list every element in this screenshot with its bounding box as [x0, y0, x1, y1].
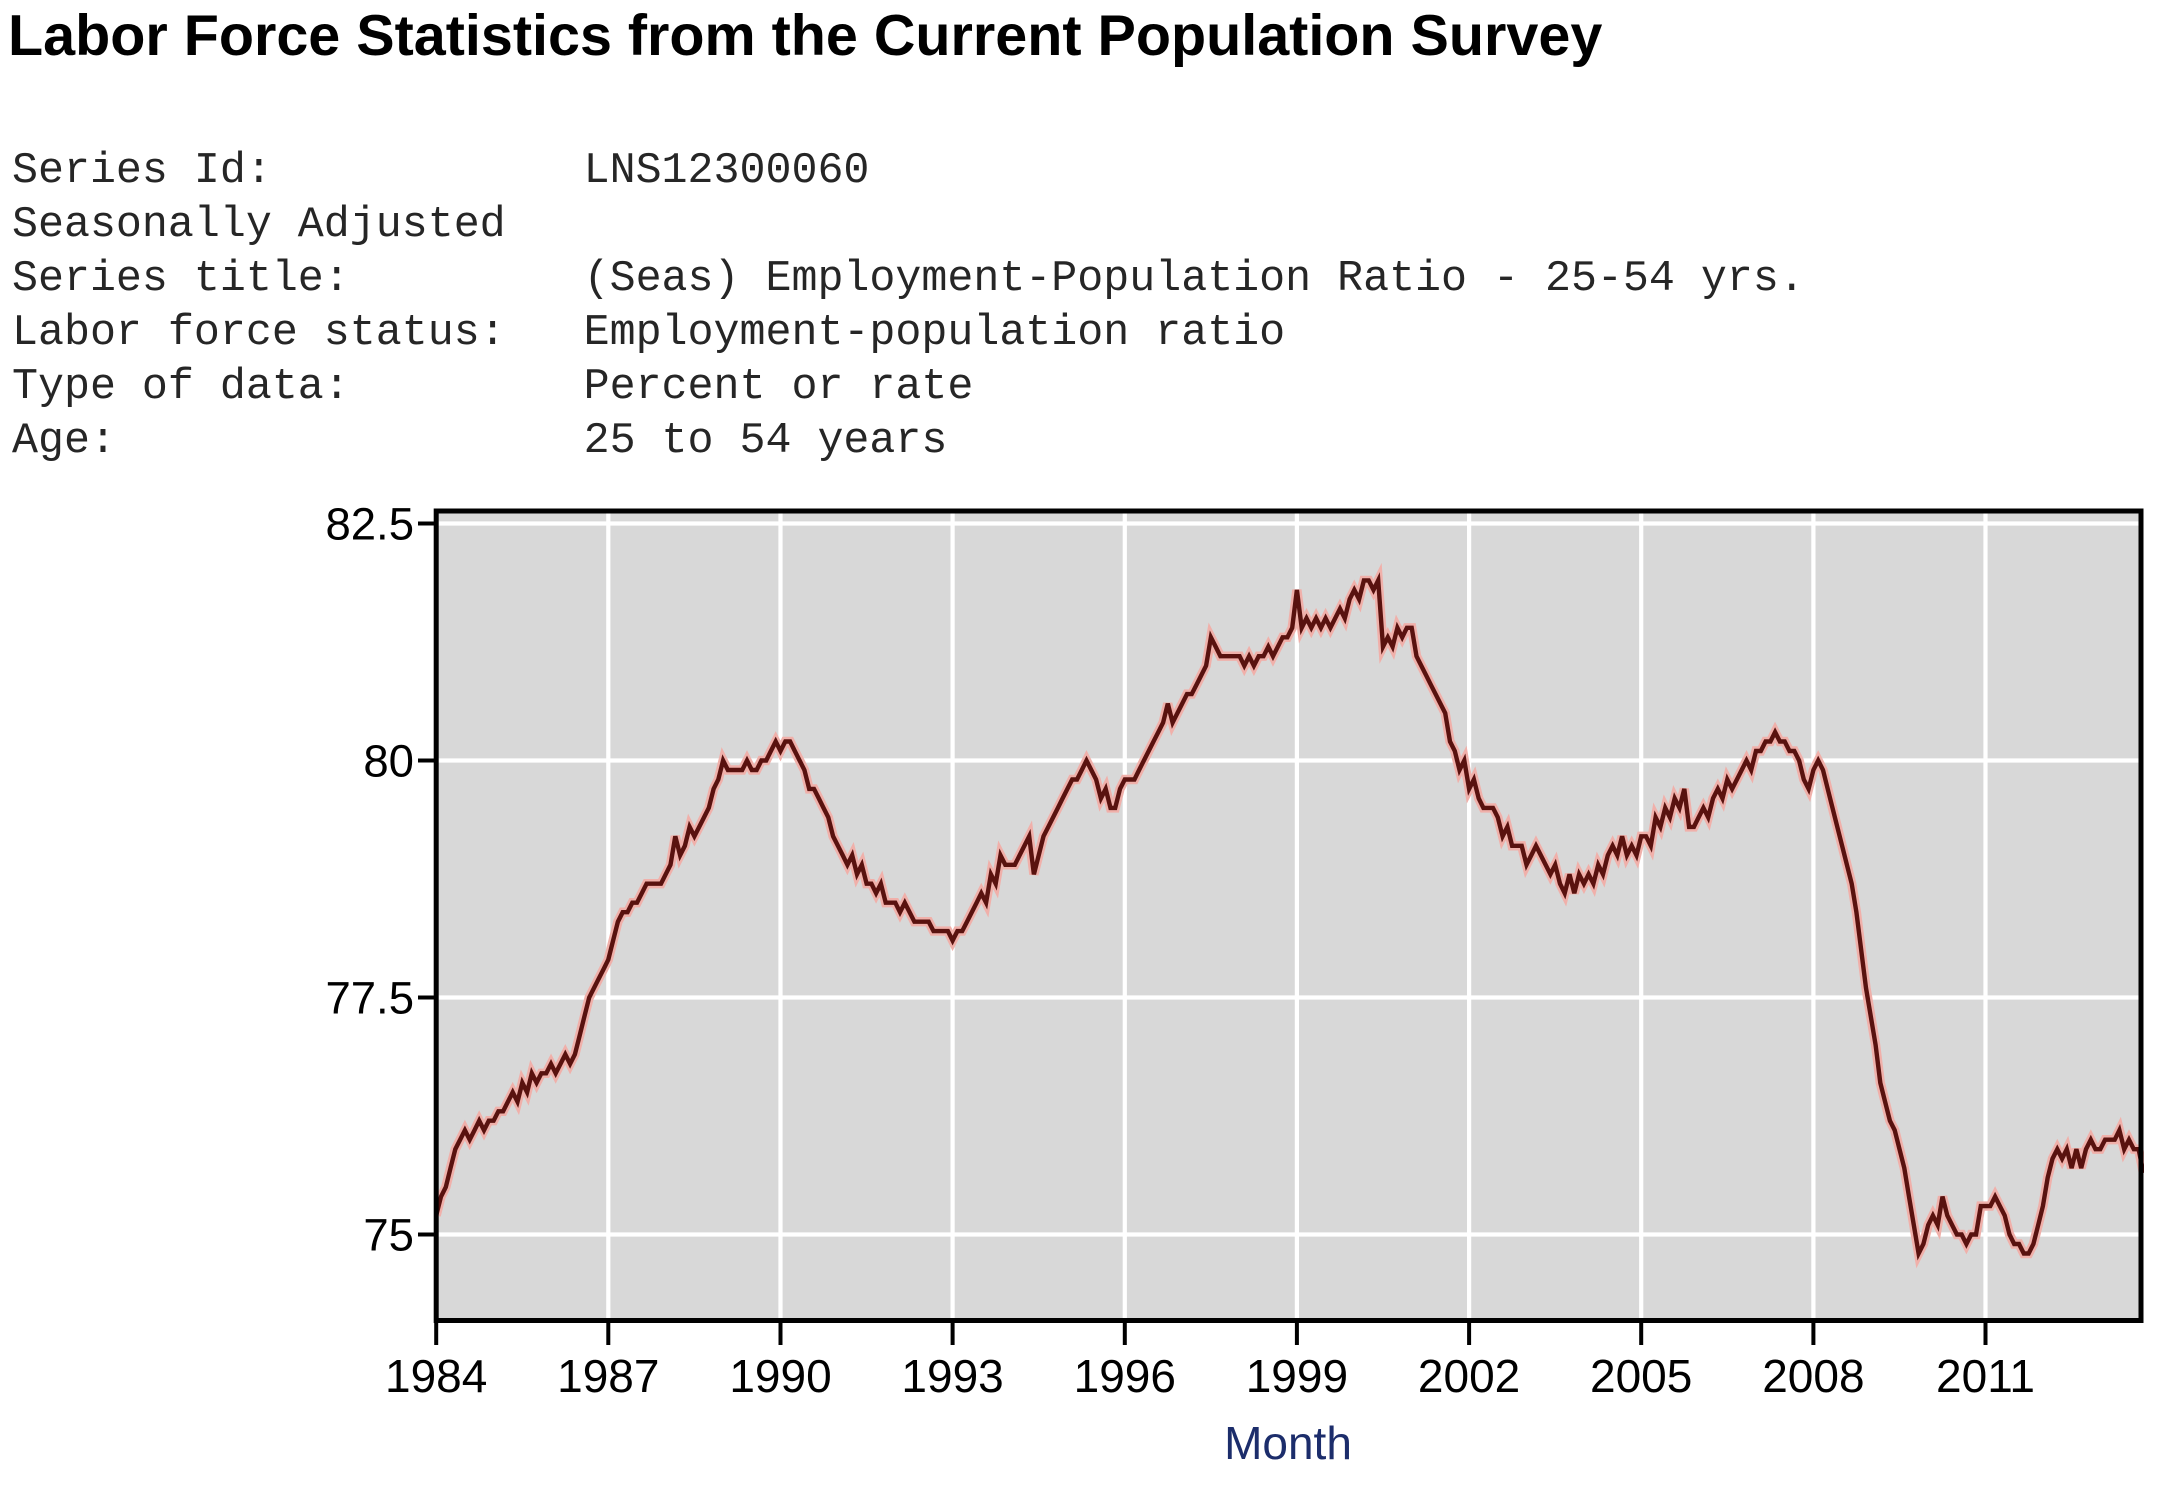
svg-text:1993: 1993 — [901, 1350, 1003, 1402]
svg-text:1990: 1990 — [729, 1350, 831, 1402]
svg-text:2008: 2008 — [1762, 1350, 1864, 1402]
svg-text:2011: 2011 — [1936, 1350, 2035, 1402]
svg-text:75: 75 — [363, 1210, 414, 1261]
svg-text:1999: 1999 — [1246, 1350, 1348, 1402]
svg-text:2002: 2002 — [1418, 1350, 1520, 1402]
svg-text:1984: 1984 — [385, 1350, 487, 1402]
svg-text:Month: Month — [1224, 1417, 1352, 1469]
svg-text:2005: 2005 — [1590, 1350, 1692, 1402]
svg-text:1987: 1987 — [557, 1350, 659, 1402]
svg-text:80: 80 — [363, 736, 414, 787]
svg-text:82.5: 82.5 — [325, 499, 414, 550]
svg-text:77.5: 77.5 — [325, 973, 414, 1024]
svg-text:1996: 1996 — [1074, 1350, 1176, 1402]
